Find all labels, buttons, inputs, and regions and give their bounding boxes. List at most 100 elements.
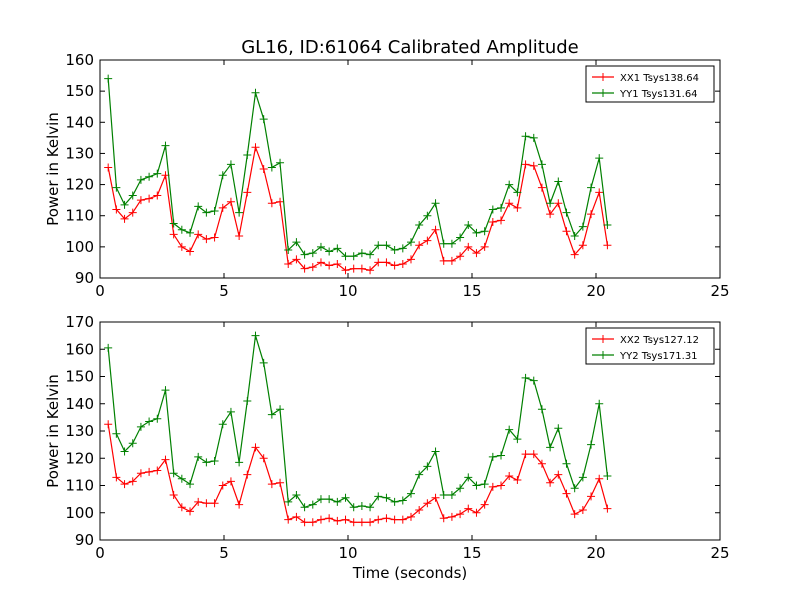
data-point (456, 484, 465, 493)
legend-marker (599, 89, 607, 97)
data-point (267, 199, 276, 208)
data-point (546, 199, 555, 208)
data-point (169, 230, 178, 239)
data-point (472, 249, 481, 258)
data-point (308, 500, 317, 509)
data-point (578, 241, 587, 250)
data-point (562, 227, 571, 236)
data-point (554, 177, 563, 186)
data-point (366, 250, 375, 259)
data-point (578, 506, 587, 515)
data-point (431, 447, 440, 456)
data-point (415, 221, 424, 230)
data-point (357, 249, 366, 258)
data-point (259, 115, 268, 124)
y-tick-label: 90 (75, 269, 94, 287)
y-tick-label: 160 (65, 340, 94, 358)
legend-label: YY1 Tsys131.64 (619, 89, 698, 100)
data-point (472, 228, 481, 237)
data-point (210, 456, 219, 465)
data-point (497, 216, 506, 225)
data-point (186, 480, 195, 489)
data-point (464, 473, 473, 482)
data-point (300, 518, 309, 527)
data-point (595, 399, 604, 408)
data-point (161, 386, 170, 395)
data-point (235, 231, 244, 240)
data-point (423, 236, 432, 245)
data-point (292, 255, 301, 264)
data-point (431, 493, 440, 502)
data-point (472, 508, 481, 517)
data-point (374, 515, 383, 524)
y-axis-label: Power in Kelvin (44, 374, 62, 488)
legend: XX1 Tsys138.64 YY1 Tsys131.64 (585, 65, 715, 103)
data-point (423, 499, 432, 508)
data-point (357, 501, 366, 510)
series-yy1 (104, 74, 612, 261)
y-tick-label: 120 (65, 449, 94, 467)
data-point (226, 160, 235, 169)
data-point (202, 499, 211, 508)
data-point (153, 414, 162, 423)
data-point (325, 247, 334, 256)
data-point (136, 175, 145, 184)
data-point (415, 506, 424, 515)
data-point (161, 141, 170, 150)
data-point (218, 203, 227, 212)
data-point (447, 512, 456, 521)
data-point (521, 160, 530, 169)
data-point (267, 163, 276, 172)
data-point (276, 158, 285, 167)
data-point (145, 467, 154, 476)
y-tick-label: 170 (65, 313, 94, 331)
data-point (578, 473, 587, 482)
data-point (251, 143, 260, 152)
data-point (284, 515, 293, 524)
series-xx2 (104, 420, 612, 527)
data-point (136, 422, 145, 431)
data-point (480, 227, 489, 236)
data-point (603, 241, 612, 250)
data-point (186, 507, 195, 516)
data-point (349, 264, 358, 273)
data-point (587, 210, 596, 219)
data-point (284, 245, 293, 254)
data-point (423, 211, 432, 220)
y-tick-label: 90 (75, 531, 94, 549)
y-tick-label: 100 (65, 238, 94, 256)
data-point (243, 470, 252, 479)
data-point (128, 208, 137, 217)
data-point (169, 469, 178, 478)
data-point (235, 500, 244, 509)
data-point (177, 503, 186, 512)
data-point (161, 455, 170, 464)
x-axis-label: Time (seconds) (352, 564, 468, 582)
data-point (128, 191, 137, 200)
y-tick-label: 120 (65, 176, 94, 194)
data-point (235, 458, 244, 467)
data-point (276, 405, 285, 414)
data-point (194, 452, 203, 461)
data-point (128, 477, 137, 486)
data-point (136, 196, 145, 205)
data-point (104, 420, 113, 429)
data-point (562, 208, 571, 217)
data-point (243, 188, 252, 197)
data-point (357, 264, 366, 273)
data-point (472, 481, 481, 490)
data-point (325, 514, 334, 523)
data-point (554, 470, 563, 479)
legend-label: YY2 Tsys171.31 (619, 351, 698, 362)
data-point (104, 163, 113, 172)
data-point (390, 497, 399, 506)
data-point (177, 242, 186, 251)
series-line (107, 424, 608, 523)
data-point (276, 478, 285, 487)
y-tick-label: 110 (65, 477, 94, 495)
data-point (186, 247, 195, 256)
data-point (243, 150, 252, 159)
data-point (251, 443, 260, 452)
legend-label: XX1 Tsys138.64 (620, 73, 699, 84)
